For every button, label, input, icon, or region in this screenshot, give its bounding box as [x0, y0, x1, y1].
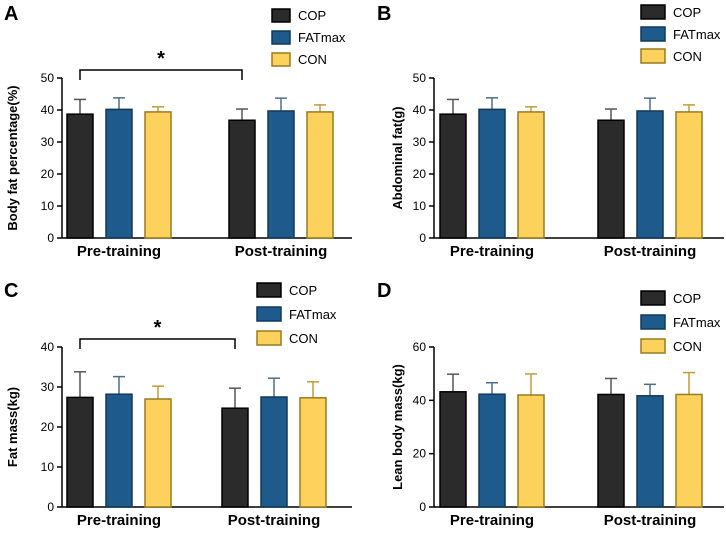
legend-swatch-con — [640, 48, 666, 64]
y-tick-label: 0 — [419, 500, 426, 514]
panel-a: A 0 10 20 30 40 50 Body fat percentage(%) Pre-tr… — [4, 3, 352, 260]
y-tick-label: 10 — [413, 199, 427, 213]
y-tick-label: 40 — [413, 393, 427, 407]
x-category-label: Pre-training — [450, 243, 534, 260]
y-tick-label: 30 — [41, 380, 55, 394]
bar-fatmax — [105, 393, 133, 508]
panel-c: C 0 10 20 30 40 Fat mass(kg) Pre-training Post-t… — [4, 280, 352, 529]
legend-label: CON — [673, 339, 702, 354]
bar-fatmax — [478, 108, 506, 239]
bar-con — [144, 398, 172, 508]
panel-d: D 0 20 40 60 Lean body mass(kg) Pre-training Po… — [377, 280, 724, 529]
bar-cop — [439, 391, 467, 508]
x-category-label: Post-training — [604, 512, 697, 529]
significance-star: * — [154, 317, 162, 339]
x-category-label: Post-training — [604, 243, 697, 260]
bar-cop — [439, 113, 467, 239]
panel-letter: D — [377, 280, 391, 302]
bar-con — [517, 394, 545, 508]
y-axis-label: Fat mass(kg) — [5, 387, 20, 467]
y-tick-label: 20 — [413, 167, 427, 181]
panel-b: B 0 10 20 30 40 50 Abdominal fat(g) Pre-training… — [377, 3, 724, 260]
y-tick-label: 20 — [41, 420, 55, 434]
y-tick-label: 30 — [41, 135, 55, 149]
y-tick-label: 30 — [413, 135, 427, 149]
legend-label: FATmax — [673, 27, 721, 42]
y-tick-label: 0 — [47, 500, 54, 514]
y-tick-label: 50 — [41, 71, 55, 85]
bar-cop — [597, 119, 625, 239]
bar-fatmax — [636, 395, 664, 508]
significance-bracket — [79, 69, 243, 80]
y-tick-label: 10 — [41, 199, 55, 213]
y-tick-label: 0 — [47, 231, 54, 245]
legend-swatch-fatmax — [271, 30, 291, 45]
legend-swatch-cop — [271, 8, 291, 23]
panel-letter: A — [4, 3, 18, 25]
significance-bracket — [79, 338, 236, 349]
bar-cop — [66, 113, 94, 239]
legend-swatch-fatmax — [256, 306, 282, 322]
bar-con — [675, 393, 703, 508]
legend-label: FATmax — [289, 307, 337, 322]
y-tick-label: 40 — [41, 340, 55, 354]
bar-con — [299, 397, 327, 508]
legend-swatch-cop — [256, 282, 282, 298]
x-category-label: Post-training — [228, 512, 321, 529]
legend-swatch-fatmax — [640, 26, 666, 42]
bar-con — [675, 111, 703, 239]
significance-star: * — [157, 48, 165, 70]
legend-label: CON — [298, 52, 327, 67]
legend-swatch-con — [256, 330, 282, 346]
bar-fatmax — [267, 110, 295, 239]
y-tick-label: 10 — [41, 460, 55, 474]
legend-label: CON — [673, 49, 702, 64]
panel-letter: C — [4, 280, 18, 302]
x-category-label: Post-training — [235, 243, 328, 260]
x-category-label: Pre-training — [450, 512, 534, 529]
y-tick-label: 20 — [413, 447, 427, 461]
legend-label: FATmax — [298, 30, 346, 45]
legend-label: CON — [289, 331, 318, 346]
legend-label: FATmax — [673, 315, 721, 330]
y-axis-label: Abdominal fat(g) — [390, 106, 405, 209]
x-category-label: Pre-training — [77, 243, 161, 260]
bar-fatmax — [105, 108, 133, 239]
bar-cop — [597, 393, 625, 508]
y-tick-label: 0 — [419, 231, 426, 245]
bar-con — [517, 111, 545, 239]
bar-cop — [66, 396, 94, 508]
bar-fatmax — [478, 393, 506, 508]
y-tick-label: 40 — [413, 103, 427, 117]
legend-swatch-cop — [640, 290, 666, 306]
panel-letter: B — [377, 3, 391, 25]
legend-swatch-fatmax — [640, 314, 666, 330]
legend-swatch-con — [271, 52, 291, 67]
y-tick-label: 60 — [413, 340, 427, 354]
legend-swatch-cop — [640, 4, 666, 20]
bar-fatmax — [260, 396, 288, 508]
bar-con — [144, 111, 172, 239]
y-axis-label: Lean body mass(kg) — [390, 364, 405, 490]
x-category-label: Pre-training — [77, 512, 161, 529]
bar-con — [306, 111, 334, 239]
legend-swatch-con — [640, 338, 666, 354]
bar-fatmax — [636, 110, 664, 239]
y-tick-label: 40 — [41, 103, 55, 117]
legend-label: COP — [289, 283, 317, 298]
y-tick-label: 20 — [41, 167, 55, 181]
y-tick-label: 50 — [413, 71, 427, 85]
legend-label: COP — [673, 5, 701, 20]
bar-cop — [221, 407, 249, 508]
y-axis-label: Body fat percentage(%) — [5, 85, 20, 230]
legend-label: COP — [298, 8, 326, 23]
legend-label: COP — [673, 291, 701, 306]
bar-cop — [228, 119, 256, 239]
